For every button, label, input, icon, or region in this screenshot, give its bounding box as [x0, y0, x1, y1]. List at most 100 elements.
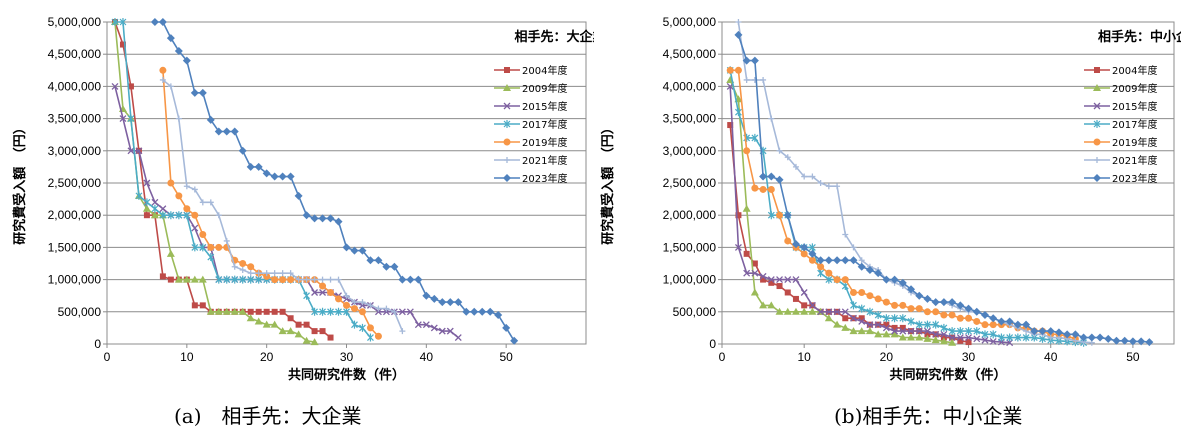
data-point [174, 275, 183, 283]
data-point [907, 333, 916, 341]
data-point [874, 311, 882, 320]
data-point [255, 275, 263, 284]
data-point [784, 154, 791, 161]
data-point [191, 243, 199, 252]
data-point [303, 276, 310, 283]
data-point [932, 330, 940, 338]
data-point [374, 332, 382, 340]
data-point [924, 331, 931, 338]
legend-marker [503, 138, 511, 146]
data-point [494, 311, 503, 320]
data-point [1038, 327, 1047, 336]
legend-label: 2004年度 [1112, 64, 1157, 77]
series-5 [159, 76, 406, 335]
data-point [858, 288, 866, 296]
data-point [175, 115, 182, 122]
data-point [230, 127, 239, 136]
data-point [940, 323, 948, 332]
legend-marker [503, 174, 511, 182]
data-point [231, 263, 238, 270]
data-point [111, 18, 119, 26]
data-point [150, 18, 159, 26]
series-6 [734, 30, 1154, 347]
x-tick-label: 0 [719, 350, 726, 364]
data-point [327, 276, 334, 283]
data-point [1006, 339, 1014, 347]
data-point [374, 256, 383, 265]
data-point [422, 321, 430, 329]
data-point [792, 295, 799, 302]
y-tick-label: 500,000 [58, 305, 102, 319]
data-point [446, 298, 455, 307]
data-point [751, 269, 759, 277]
data-point [775, 175, 784, 184]
data-point [502, 323, 511, 332]
data-point [127, 147, 135, 155]
data-point [342, 243, 351, 252]
data-point [767, 172, 776, 181]
data-point [735, 108, 742, 117]
legend-marker [504, 157, 510, 163]
data-point [776, 211, 784, 219]
data-point [159, 205, 167, 213]
data-point [1013, 320, 1022, 329]
data-point [965, 314, 973, 322]
data-point [857, 327, 866, 335]
data-point [279, 276, 287, 284]
data-point [486, 307, 495, 316]
data-point [817, 180, 824, 186]
x-axis-label: 共同研究件数（件） [889, 367, 1006, 383]
data-point [907, 327, 915, 335]
data-point [817, 269, 825, 278]
data-point [890, 275, 899, 284]
data-point [247, 263, 255, 271]
data-point [343, 292, 350, 299]
data-point [940, 311, 948, 319]
data-point [294, 330, 303, 338]
data-point [742, 56, 751, 65]
data-point [1096, 333, 1105, 342]
legend-label: 2017年度 [522, 118, 567, 131]
data-point [997, 333, 1005, 342]
data-point [907, 317, 915, 326]
data-point [865, 327, 874, 335]
data-point [311, 289, 319, 296]
data-point [351, 299, 358, 306]
data-point [406, 275, 415, 284]
y-axis-label: 研究費受入額 （円） [600, 121, 616, 245]
data-point [767, 276, 775, 284]
data-point [366, 256, 375, 265]
data-point [989, 321, 997, 329]
data-point [891, 327, 899, 335]
data-point [882, 298, 890, 306]
data-point [776, 147, 783, 154]
data-point [800, 250, 808, 258]
data-point [915, 327, 923, 335]
data-point [964, 304, 973, 313]
data-point [311, 276, 318, 283]
data-point [287, 276, 295, 284]
data-point [735, 212, 742, 219]
data-point [874, 269, 883, 278]
data-point [760, 76, 767, 83]
y-tick-label: 2,500,000 [48, 176, 102, 190]
data-point [890, 330, 899, 338]
data-point [270, 172, 279, 181]
data-point [263, 308, 270, 315]
legend-marker [1093, 102, 1101, 110]
data-point [166, 34, 175, 43]
data-point [207, 253, 215, 262]
y-tick-label: 500,000 [673, 305, 717, 319]
data-point [399, 328, 406, 335]
data-point [981, 321, 989, 329]
data-point [383, 305, 390, 312]
data-point [214, 127, 223, 136]
y-tick-label: 4,000,000 [663, 79, 717, 93]
data-point [825, 269, 833, 277]
data-point [923, 327, 931, 335]
data-point [726, 66, 734, 74]
data-point [206, 115, 215, 124]
data-point [751, 260, 758, 267]
data-point [759, 272, 767, 280]
data-point [215, 212, 222, 219]
